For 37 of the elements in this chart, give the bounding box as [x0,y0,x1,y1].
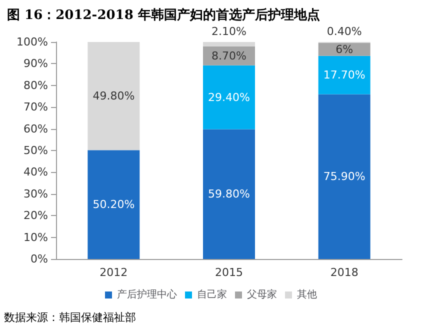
data-label: 59.80% [208,188,250,201]
y-tick-label: 80% [24,78,48,92]
bar [203,42,255,47]
legend-label: 自己家 [197,288,227,300]
data-label: 6% [336,42,354,56]
y-tick-label: 10% [24,230,48,244]
legend-label: 其他 [297,288,317,300]
data-label: 2.10% [212,25,246,38]
legend-label: 父母家 [247,288,277,300]
bar [88,150,140,259]
y-tick-label: 40% [24,166,48,179]
bar [318,56,370,94]
x-tick-label: 2018 [330,266,358,279]
legend-label: 产后护理中心 [117,288,177,300]
data-label: 75.90% [323,170,366,184]
data-label: 17.70% [323,68,366,82]
chart-title: 图 16：2012-2018 年韩国产妇的首选产后护理地点 [7,7,320,23]
data-label: 29.40% [208,90,250,104]
y-tick-label: 0% [30,252,48,266]
y-tick-label: 70% [24,100,48,114]
source-note: 数据来源：韩国保健福祉部 [4,311,136,324]
bar [88,42,140,150]
bar [203,65,255,130]
data-label: 0.40% [326,25,362,38]
x-tick-label: 2012 [100,266,128,279]
y-tick-label: 50% [24,144,48,157]
data-label: 8.70% [212,49,246,62]
bar [203,129,255,259]
data-label: 50.20% [92,198,135,212]
bar [318,94,370,259]
y-tick-label: 30% [24,187,48,200]
y-tick-label: 90% [24,57,48,70]
y-tick-label: 20% [24,209,48,222]
x-tick-label: 2015 [215,266,243,279]
data-label: 49.80% [92,90,135,103]
y-tick-label: 60% [24,122,48,136]
y-tick-label: 100% [16,36,48,48]
